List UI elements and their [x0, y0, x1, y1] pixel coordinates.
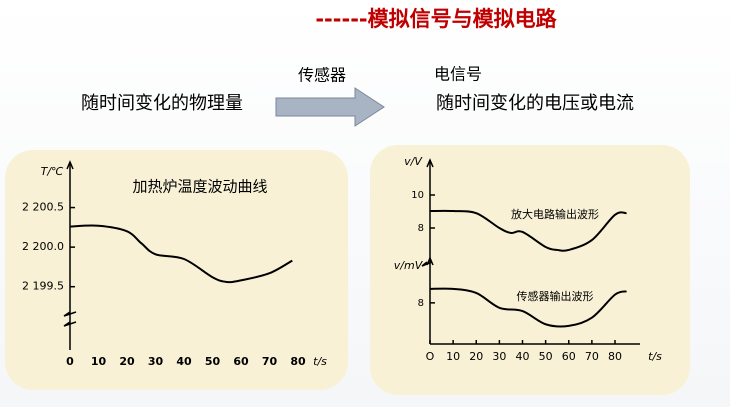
y-tick-label: 2 200.0	[22, 240, 64, 253]
x-tick-label: 60	[233, 355, 249, 368]
line-series	[429, 209, 627, 252]
x-tick-label: 20	[119, 355, 135, 368]
y-tick-label: 2 199.5	[22, 280, 64, 293]
y-tick-label: 8	[418, 223, 424, 234]
x-tick-label: 60	[562, 350, 576, 363]
x-tick-label: 80	[608, 350, 622, 363]
annotation: 传感器输出波形	[517, 289, 594, 303]
y-axis-arrow	[66, 160, 74, 170]
line-series	[429, 287, 627, 328]
x-tick-label: 70	[585, 350, 599, 363]
x-tick-label: 50	[539, 350, 553, 363]
x-tick-label: 40	[176, 355, 192, 368]
x-tick-label: 40	[516, 350, 530, 363]
x-axis-label: t/s	[648, 350, 662, 363]
x-tick-label: 30	[148, 355, 164, 368]
y-axis-label: v/V	[404, 155, 423, 168]
y-axis-arrow	[426, 256, 434, 266]
x-tick-label: 70	[262, 355, 278, 368]
y-tick-label: 8	[418, 298, 424, 309]
y-axis-label: v/mV	[394, 259, 424, 272]
arrow	[275, 87, 385, 127]
arrow-label: 传感器	[298, 66, 346, 85]
y-tick-label: 10	[411, 190, 424, 201]
right-panel	[370, 145, 690, 395]
x-tick-label: 30	[492, 350, 506, 363]
y-axis-arrow	[426, 158, 434, 168]
x-tick-label: 10	[91, 355, 107, 368]
x-tick-label: 80	[290, 355, 306, 368]
y-axis-label: T/℃	[41, 165, 64, 178]
left-panel	[5, 150, 348, 390]
right-text: 随时间变化的电压或电流	[436, 93, 634, 114]
left-text: 随时间变化的物理量	[81, 93, 243, 114]
y-tick-label: 2 200.5	[22, 201, 64, 214]
annotation: 放大电路输出波形	[511, 207, 599, 221]
x-tick-label: O	[426, 350, 435, 363]
chart-title: 加热炉温度波动曲线	[132, 178, 267, 196]
x-axis-label: t/s	[313, 355, 327, 368]
x-tick-label: 10	[446, 350, 460, 363]
x-tick-label: 20	[469, 350, 483, 363]
x-tick-label: 0	[66, 355, 74, 368]
x-tick-label: 50	[205, 355, 221, 368]
signal-label: 电信号	[434, 65, 482, 84]
line-series	[69, 224, 293, 284]
slide-title: ------模拟信号与模拟电路	[315, 7, 557, 31]
